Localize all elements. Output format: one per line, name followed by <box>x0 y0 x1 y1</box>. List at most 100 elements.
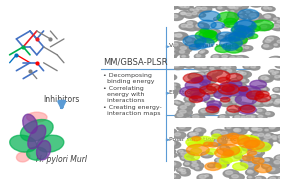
Circle shape <box>176 34 182 37</box>
Circle shape <box>186 24 193 28</box>
Circle shape <box>200 29 210 33</box>
Circle shape <box>252 156 263 162</box>
Circle shape <box>196 24 203 28</box>
Circle shape <box>171 84 176 86</box>
Circle shape <box>265 159 269 161</box>
Circle shape <box>201 76 217 84</box>
Circle shape <box>203 153 208 156</box>
Circle shape <box>274 58 278 60</box>
Circle shape <box>231 85 247 93</box>
Circle shape <box>180 106 186 109</box>
Circle shape <box>218 135 239 145</box>
Circle shape <box>247 170 253 173</box>
Circle shape <box>263 164 269 167</box>
Circle shape <box>232 175 238 178</box>
Circle shape <box>273 88 282 92</box>
Circle shape <box>227 34 233 37</box>
Circle shape <box>229 33 245 41</box>
Circle shape <box>256 128 262 131</box>
Circle shape <box>224 18 237 25</box>
Circle shape <box>217 161 223 164</box>
Circle shape <box>226 96 241 104</box>
Circle shape <box>225 4 241 11</box>
Circle shape <box>281 105 283 107</box>
Circle shape <box>199 51 206 55</box>
Circle shape <box>248 89 253 91</box>
Circle shape <box>212 4 216 6</box>
Circle shape <box>180 5 186 8</box>
Circle shape <box>190 12 201 17</box>
Circle shape <box>225 150 233 154</box>
Circle shape <box>240 89 252 95</box>
Circle shape <box>242 161 248 164</box>
Circle shape <box>248 26 256 30</box>
Circle shape <box>207 92 215 96</box>
Circle shape <box>248 34 258 39</box>
Circle shape <box>262 142 273 147</box>
Circle shape <box>275 71 278 73</box>
Circle shape <box>177 149 187 154</box>
Circle shape <box>279 25 283 30</box>
Circle shape <box>169 129 176 133</box>
Circle shape <box>181 55 189 59</box>
Circle shape <box>256 132 269 139</box>
Circle shape <box>185 153 200 160</box>
Circle shape <box>253 134 259 137</box>
Circle shape <box>205 163 221 170</box>
Circle shape <box>245 162 259 169</box>
Circle shape <box>208 2 214 5</box>
Circle shape <box>263 45 269 47</box>
Circle shape <box>235 102 248 108</box>
Circle shape <box>166 47 181 54</box>
Circle shape <box>190 9 193 10</box>
Circle shape <box>258 123 270 129</box>
Circle shape <box>220 37 242 49</box>
Circle shape <box>239 27 254 35</box>
Circle shape <box>216 6 226 11</box>
Circle shape <box>251 133 264 140</box>
Circle shape <box>241 157 246 160</box>
Circle shape <box>186 144 209 156</box>
Circle shape <box>251 128 260 132</box>
Circle shape <box>204 140 214 145</box>
Circle shape <box>213 93 221 97</box>
Circle shape <box>197 24 203 27</box>
Circle shape <box>192 8 203 14</box>
Circle shape <box>170 162 176 165</box>
Circle shape <box>196 136 213 145</box>
Circle shape <box>169 52 179 56</box>
Circle shape <box>274 44 278 46</box>
Circle shape <box>198 20 216 29</box>
Circle shape <box>173 101 181 105</box>
Circle shape <box>229 81 242 87</box>
Circle shape <box>233 148 242 152</box>
Circle shape <box>264 77 272 81</box>
Circle shape <box>230 78 242 84</box>
Circle shape <box>225 149 229 151</box>
Circle shape <box>245 46 249 49</box>
Circle shape <box>229 35 247 44</box>
Circle shape <box>255 94 271 102</box>
Circle shape <box>195 30 218 41</box>
Circle shape <box>239 86 261 97</box>
Circle shape <box>170 141 179 146</box>
Circle shape <box>216 159 221 161</box>
Circle shape <box>240 79 249 83</box>
Circle shape <box>226 126 231 128</box>
Circle shape <box>234 154 243 159</box>
Circle shape <box>205 30 216 36</box>
Circle shape <box>209 93 212 95</box>
Circle shape <box>243 146 248 149</box>
Circle shape <box>272 138 280 141</box>
Circle shape <box>179 50 185 53</box>
Circle shape <box>210 30 216 33</box>
Circle shape <box>213 85 229 93</box>
Circle shape <box>167 54 172 57</box>
Circle shape <box>193 63 208 70</box>
Ellipse shape <box>27 112 47 122</box>
Circle shape <box>175 101 183 105</box>
Circle shape <box>248 89 262 95</box>
Circle shape <box>227 80 235 84</box>
Circle shape <box>250 152 256 156</box>
Circle shape <box>260 160 264 162</box>
